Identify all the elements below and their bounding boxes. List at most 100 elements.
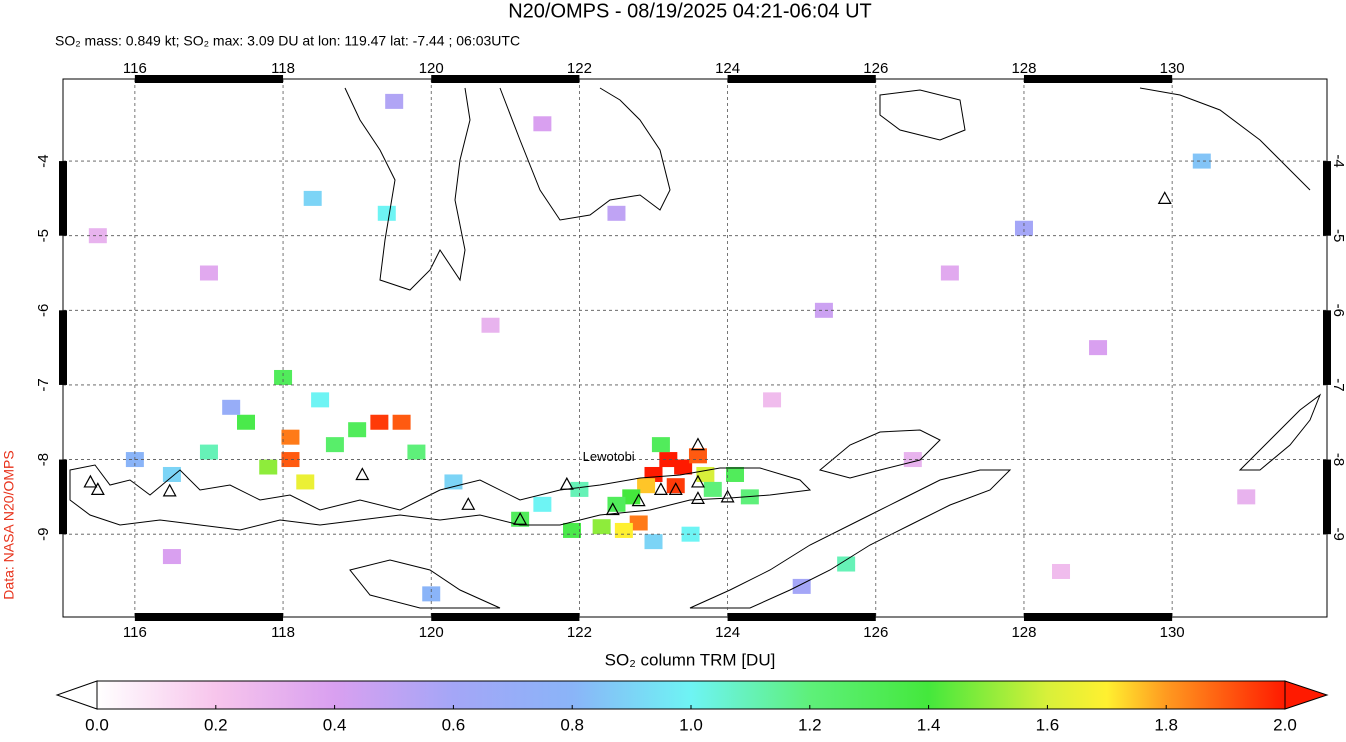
volcano-marker [83,474,98,488]
frame-bar [727,75,876,83]
frame-bar [59,161,67,236]
so2-cell [199,265,218,281]
so2-cell [1052,563,1071,579]
so2-cell [659,452,678,468]
frame-bar [431,613,580,621]
x-tick-label-bottom: 120 [419,624,444,641]
so2-cell [688,448,707,464]
frame-bar [1323,161,1331,236]
so2-cell [637,478,656,494]
colorbar-tick-label: 0.0 [85,715,109,734]
x-tick-label-top: 130 [1160,60,1185,77]
so2-cell [614,522,633,538]
cells [88,93,1256,602]
coastline [349,559,501,609]
coastline [879,89,966,141]
coastline [818,429,941,479]
y-tick-label-right: -5 [1330,229,1346,242]
x-tick-label-bottom: 116 [123,624,147,641]
so2-cell [726,466,745,482]
frame-bar [1023,75,1173,83]
so2-cell [162,549,181,565]
so2-cell [88,228,107,244]
y-tick-label-left: -8 [35,453,52,466]
volcano-marker [631,493,646,507]
so2-cell [281,452,300,468]
y-tick-label-right: -8 [1330,453,1346,466]
y-tick-label-left: -9 [35,528,52,541]
so2-cell [281,429,300,445]
so2-cell [385,93,404,109]
so2-cell [199,444,218,460]
frame-bar [59,310,67,385]
volcano-marker [513,511,528,525]
volcano-marker [653,482,668,496]
x-tick-label-bottom: 128 [1011,624,1036,641]
so2-cell [607,496,626,512]
volcano-marker [690,491,705,504]
colorbar-tick-label: 1.0 [679,715,703,734]
volcano-marker [690,474,705,488]
title: N20/OMPS - 08/19/2025 04:21-06:04 UT [508,0,872,22]
y-tick-label-right: -6 [1330,304,1346,317]
volcano-marker [720,489,735,503]
coastline [69,464,812,531]
so2-cell [703,481,722,497]
so2-cell [940,265,959,281]
so2-cell [1192,153,1211,169]
colorbar-tick-label: 1.4 [917,715,941,734]
so2-cell [533,116,552,132]
so2-cell [259,459,278,475]
volcano-label: Lewotobi [583,449,635,464]
volcano-marker [1157,191,1172,204]
so2-cell [162,466,181,482]
so2-cell [222,399,241,415]
so2-cell [296,474,315,490]
volcano-marker [605,502,620,516]
overlay: Lewotobi [83,191,1172,525]
colorbar-tick-label: 0.2 [204,715,228,734]
x-tick-label-top: 126 [863,60,888,77]
so2-cell [392,414,411,430]
y-tick-label-left: -4 [35,154,52,167]
colorbar [96,680,1286,710]
colorbar-tick-label: 1.6 [1036,715,1060,734]
so2-cell [303,190,322,206]
frame-bar [59,459,67,535]
volcano-marker [355,467,370,481]
colorbar-tick-label: 0.8 [560,715,584,734]
frame-bar [727,613,876,621]
y-tick-label-left: -7 [35,378,52,391]
grid [63,79,1327,617]
so2-cell [563,522,582,538]
volcano-marker [559,476,574,490]
so2-cell [837,556,856,572]
so2-cell [481,317,500,333]
volcano-marker [90,482,105,496]
so2-cell [370,414,389,430]
x-tick-label-bottom: 130 [1160,624,1185,641]
subtitle: SO₂ mass: 0.849 kt; SO₂ max: 3.09 DU at … [55,33,520,49]
so2-cell [1014,220,1033,236]
frame-bar [1323,459,1331,535]
so2-cell [1089,340,1108,356]
frame-bar [431,75,580,83]
colorbar-low-end [55,680,98,710]
so2-cell [607,205,626,221]
so2-cell [1237,489,1256,505]
x-tick-label-top: 116 [123,60,147,77]
frame-bar [1023,613,1173,621]
y-tick-label-right: -9 [1330,528,1346,541]
credit: Data: NASA N20/OMPS [1,450,17,599]
x-tick-label-bottom: 122 [567,624,592,641]
so2-cell [644,534,663,550]
so2-cell [674,459,693,475]
y-tick-label-right: -4 [1330,154,1346,167]
coastline [499,87,671,221]
volcano-marker [162,483,177,497]
so2-cell [348,422,367,438]
frame-bar [1323,310,1331,385]
so2-cell [511,511,530,527]
so2-cell [696,466,715,482]
